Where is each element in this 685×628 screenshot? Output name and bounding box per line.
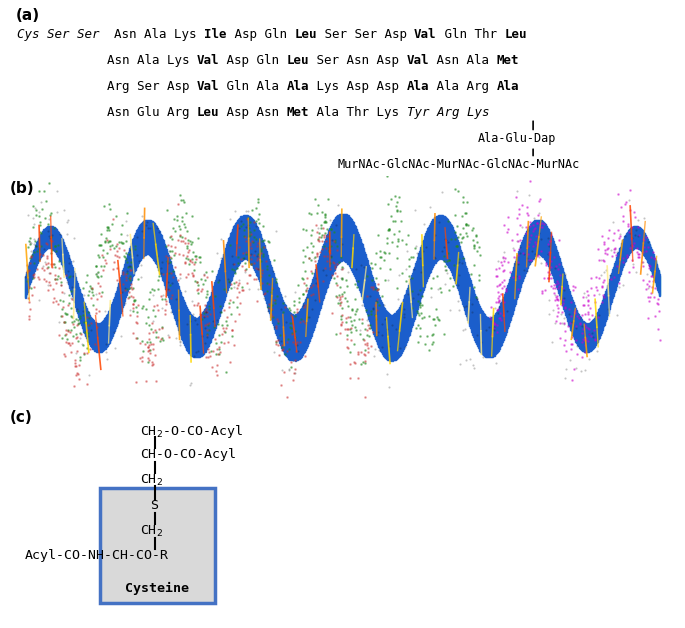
Text: Gln Thr: Gln Thr (436, 28, 504, 41)
Text: Asp Gln: Asp Gln (227, 28, 294, 41)
Text: Asp Gln: Asp Gln (219, 54, 286, 67)
Text: Asp Asn: Asp Asn (219, 106, 286, 119)
Text: Arg Ser Asp: Arg Ser Asp (16, 80, 197, 94)
Text: Ala Thr Lys: Ala Thr Lys (309, 106, 407, 119)
Text: (b): (b) (10, 181, 35, 196)
Text: Val: Val (197, 80, 219, 94)
Text: Lys Asp Asp: Lys Asp Asp (309, 80, 407, 94)
Text: CH$_2$: CH$_2$ (140, 524, 163, 539)
Text: Acyl-CO-NH-CH-CO-R: Acyl-CO-NH-CH-CO-R (25, 549, 169, 562)
Text: Met: Met (286, 106, 309, 119)
Text: (a): (a) (16, 8, 40, 23)
Text: Ala-Glu-Dap: Ala-Glu-Dap (478, 133, 557, 146)
Text: Cysteine: Cysteine (125, 582, 190, 595)
Text: Tyr Arg Lys: Tyr Arg Lys (407, 106, 489, 119)
Text: Leu: Leu (197, 106, 219, 119)
Text: CH-O-CO-Acyl: CH-O-CO-Acyl (140, 448, 236, 461)
Text: S: S (150, 499, 158, 512)
Text: Asn Ala: Asn Ala (429, 54, 497, 67)
Text: Ala Arg: Ala Arg (429, 80, 497, 94)
Text: Asn Glu Arg: Asn Glu Arg (16, 106, 197, 119)
Text: Asn Ala Lys: Asn Ala Lys (99, 28, 204, 41)
Bar (100, 488, 215, 603)
Text: Val: Val (407, 54, 429, 67)
Text: Cys Ser Ser: Cys Ser Ser (16, 28, 99, 41)
Text: MurNAc-GlcNAc-MurNAc-GlcNAc-MurNAc: MurNAc-GlcNAc-MurNAc-GlcNAc-MurNAc (337, 158, 580, 171)
Text: CH$_2$: CH$_2$ (140, 473, 163, 488)
Text: Val: Val (197, 54, 219, 67)
Text: (c): (c) (10, 410, 33, 425)
Text: CH$_2$-O-CO-Acyl: CH$_2$-O-CO-Acyl (140, 423, 243, 440)
Text: Gln Ala: Gln Ala (219, 80, 286, 94)
Text: Ala: Ala (497, 80, 519, 94)
Text: Leu: Leu (504, 28, 527, 41)
Text: Ser Ser Asp: Ser Ser Asp (316, 28, 414, 41)
Text: Leu: Leu (294, 28, 316, 41)
Text: Ile: Ile (204, 28, 227, 41)
Text: Ala: Ala (407, 80, 429, 94)
Text: Asn Ala Lys: Asn Ala Lys (16, 54, 197, 67)
Text: Ala: Ala (286, 80, 309, 94)
Text: Met: Met (497, 54, 519, 67)
Text: Ser Asn Asp: Ser Asn Asp (309, 54, 407, 67)
Text: Val: Val (414, 28, 436, 41)
Text: Leu: Leu (286, 54, 309, 67)
